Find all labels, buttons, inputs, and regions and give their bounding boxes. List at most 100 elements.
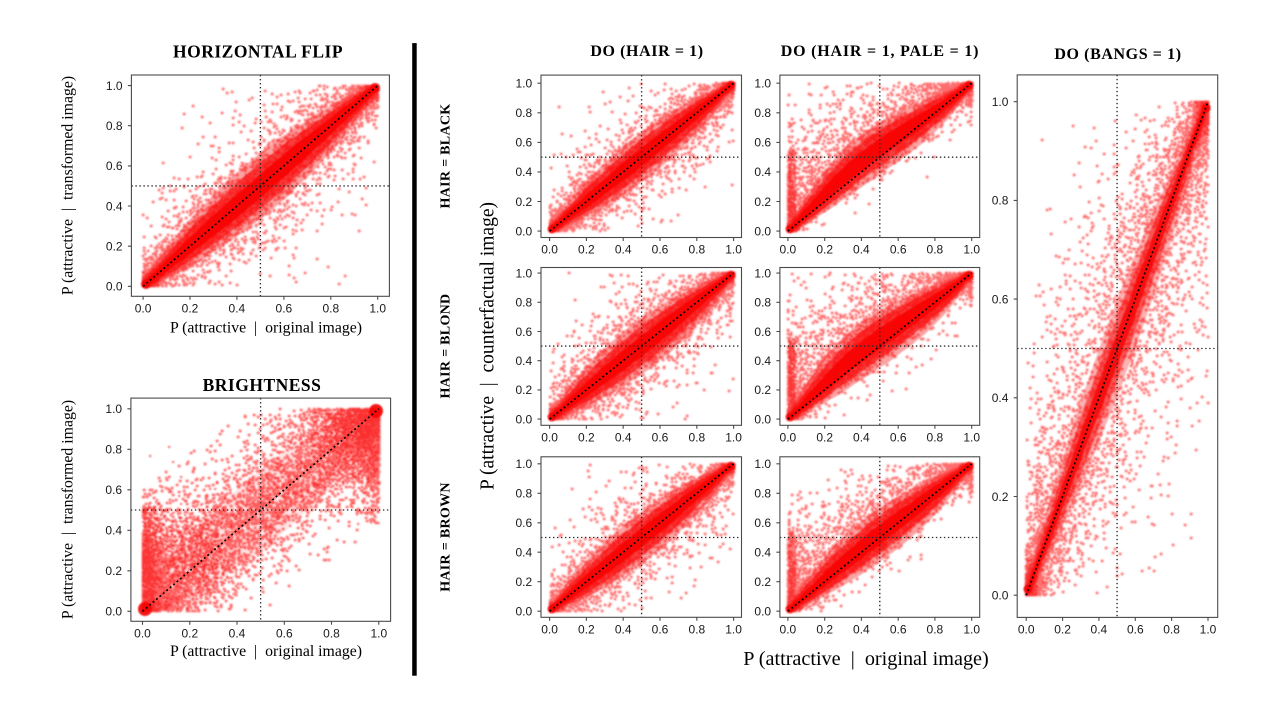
svg-text:HORIZONTAL FLIP: HORIZONTAL FLIP (173, 42, 343, 62)
svg-text:0.0: 0.0 (1018, 623, 1035, 637)
svg-text:0.0: 0.0 (106, 280, 123, 294)
svg-text:0.4: 0.4 (229, 302, 246, 316)
svg-text:1.0: 1.0 (369, 302, 386, 316)
svg-text:1.0: 1.0 (963, 243, 980, 257)
svg-text:0.2: 0.2 (816, 243, 833, 257)
svg-text:1.0: 1.0 (963, 431, 980, 445)
svg-text:0.6: 0.6 (516, 136, 533, 150)
svg-text:0.4: 0.4 (754, 354, 771, 368)
svg-text:P (attractive | original ima: P (attractive | original image) (743, 648, 988, 670)
svg-text:0.6: 0.6 (992, 292, 1009, 306)
svg-text:0.0: 0.0 (541, 623, 558, 637)
svg-text:0.8: 0.8 (322, 302, 339, 316)
svg-text:1.0: 1.0 (725, 243, 742, 257)
svg-text:0.6: 0.6 (754, 325, 771, 339)
svg-text:0.6: 0.6 (652, 243, 669, 257)
svg-text:0.2: 0.2 (816, 431, 833, 445)
svg-text:0.8: 0.8 (1163, 623, 1180, 637)
svg-text:0.6: 0.6 (652, 431, 669, 445)
svg-text:0.6: 0.6 (1127, 623, 1144, 637)
svg-text:0.8: 0.8 (106, 119, 123, 133)
svg-text:0.4: 0.4 (516, 354, 533, 368)
svg-text:0.0: 0.0 (780, 243, 797, 257)
svg-text:0.6: 0.6 (890, 431, 907, 445)
svg-text:0.6: 0.6 (652, 623, 669, 637)
svg-text:P (attractive | transformed: P (attractive | transformed image) (60, 400, 77, 619)
svg-text:0.8: 0.8 (927, 623, 944, 637)
svg-text:0.2: 0.2 (816, 623, 833, 637)
svg-text:0.0: 0.0 (516, 605, 533, 619)
svg-text:0.4: 0.4 (516, 546, 533, 560)
svg-text:0.8: 0.8 (516, 487, 533, 501)
svg-text:0.8: 0.8 (754, 296, 771, 310)
svg-text:HAIR = BLOND: HAIR = BLOND (439, 294, 454, 399)
svg-text:0.6: 0.6 (516, 516, 533, 530)
svg-text:1.0: 1.0 (725, 431, 742, 445)
svg-text:0.0: 0.0 (105, 605, 122, 619)
svg-text:0.0: 0.0 (754, 224, 771, 238)
svg-text:0.0: 0.0 (992, 589, 1009, 603)
svg-text:1.0: 1.0 (106, 79, 123, 93)
svg-text:0.8: 0.8 (516, 296, 533, 310)
svg-text:0.6: 0.6 (276, 302, 293, 316)
svg-text:0.4: 0.4 (853, 243, 870, 257)
svg-text:0.2: 0.2 (578, 431, 595, 445)
svg-text:0.4: 0.4 (615, 243, 632, 257)
svg-text:0.2: 0.2 (754, 195, 771, 209)
svg-text:0.2: 0.2 (106, 240, 123, 254)
svg-text:0.2: 0.2 (992, 490, 1009, 504)
svg-text:0.4: 0.4 (853, 623, 870, 637)
svg-text:0.2: 0.2 (516, 195, 533, 209)
svg-text:0.8: 0.8 (105, 443, 122, 457)
svg-text:HAIR = BLACK: HAIR = BLACK (439, 104, 454, 209)
svg-text:0.2: 0.2 (1054, 623, 1071, 637)
svg-text:0.0: 0.0 (780, 431, 797, 445)
svg-text:0.4: 0.4 (754, 165, 771, 179)
svg-text:0.0: 0.0 (516, 412, 533, 426)
svg-text:BRIGHTNESS: BRIGHTNESS (203, 375, 322, 395)
svg-text:0.4: 0.4 (615, 431, 632, 445)
svg-text:0.6: 0.6 (516, 325, 533, 339)
svg-text:1.0: 1.0 (963, 623, 980, 637)
svg-text:0.4: 0.4 (516, 165, 533, 179)
svg-text:0.6: 0.6 (754, 516, 771, 530)
svg-text:0.6: 0.6 (105, 483, 122, 497)
svg-text:0.8: 0.8 (992, 194, 1009, 208)
svg-text:0.4: 0.4 (105, 524, 122, 538)
svg-text:HAIR = BROWN: HAIR = BROWN (439, 482, 454, 592)
svg-text:1.0: 1.0 (754, 266, 771, 280)
svg-text:1.0: 1.0 (754, 77, 771, 91)
svg-text:0.8: 0.8 (688, 623, 705, 637)
svg-text:0.6: 0.6 (754, 136, 771, 150)
svg-text:0.2: 0.2 (181, 627, 198, 641)
svg-text:0.8: 0.8 (688, 431, 705, 445)
svg-text:1.0: 1.0 (370, 627, 387, 641)
svg-text:0.0: 0.0 (780, 623, 797, 637)
svg-text:0.4: 0.4 (992, 391, 1009, 405)
svg-text:0.8: 0.8 (754, 487, 771, 501)
svg-text:1.0: 1.0 (516, 77, 533, 91)
svg-text:1.0: 1.0 (1200, 623, 1217, 637)
svg-text:0.8: 0.8 (323, 627, 340, 641)
svg-text:0.6: 0.6 (106, 159, 123, 173)
svg-text:0.4: 0.4 (754, 546, 771, 560)
svg-text:0.4: 0.4 (106, 199, 123, 213)
svg-text:0.2: 0.2 (516, 383, 533, 397)
svg-text:P (attractive | original ima: P (attractive | original image) (170, 643, 362, 660)
svg-text:0.2: 0.2 (105, 564, 122, 578)
svg-text:0.4: 0.4 (615, 623, 632, 637)
svg-text:DO (HAIR = 1, PALE = 1): DO (HAIR = 1, PALE = 1) (781, 43, 980, 60)
svg-text:1.0: 1.0 (516, 266, 533, 280)
svg-text:0.8: 0.8 (516, 106, 533, 120)
svg-text:0.6: 0.6 (890, 243, 907, 257)
svg-text:0.8: 0.8 (754, 106, 771, 120)
svg-text:DO (HAIR = 1): DO (HAIR = 1) (590, 43, 703, 60)
svg-text:0.2: 0.2 (516, 575, 533, 589)
svg-text:P (attractive | counterfactu: P (attractive | counterfactual image) (478, 202, 499, 490)
svg-text:0.6: 0.6 (276, 627, 293, 641)
svg-text:0.0: 0.0 (754, 605, 771, 619)
svg-text:DO (BANGS = 1): DO (BANGS = 1) (1054, 46, 1181, 63)
svg-text:1.0: 1.0 (516, 457, 533, 471)
svg-text:1.0: 1.0 (105, 402, 122, 416)
svg-text:0.0: 0.0 (541, 243, 558, 257)
